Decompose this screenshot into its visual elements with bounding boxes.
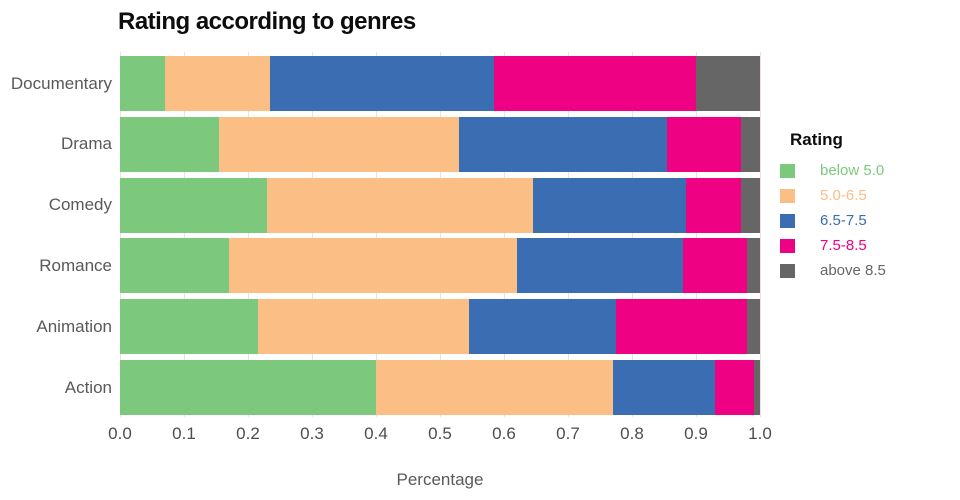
gridline <box>248 52 249 417</box>
bar-segment <box>468 299 616 355</box>
bar-segment <box>120 238 229 294</box>
y-axis-label: Action <box>64 377 112 397</box>
gridline <box>696 52 697 417</box>
x-axis-title: Percentage <box>396 470 484 489</box>
gridline <box>120 52 121 417</box>
legend-item: above 8.5 <box>780 258 955 283</box>
y-axis-label: Documentary <box>10 73 112 93</box>
bar-segment <box>753 360 760 415</box>
x-tick-label: 1.0 <box>748 424 772 443</box>
bar-segment <box>270 56 495 111</box>
gridline <box>760 52 761 417</box>
gridline <box>312 52 313 417</box>
bar-row <box>120 116 760 172</box>
bar-segment <box>376 360 613 415</box>
y-axis-label: Animation <box>36 316 112 336</box>
bar-segment <box>219 116 460 172</box>
bar-segment <box>740 177 760 233</box>
gridline <box>632 52 633 417</box>
legend-items: below 5.0 5.0-6.5 6.5-7.5 7.5-8.5 above 8.5 <box>780 158 955 283</box>
bar-row <box>120 56 760 111</box>
legend-title: Rating <box>790 130 843 149</box>
x-tick-label: 0.0 <box>108 424 132 443</box>
bar-row <box>120 299 760 355</box>
bar-segment <box>120 177 268 233</box>
gridline <box>184 52 185 417</box>
bar-segment <box>164 56 271 111</box>
legend-label: 5.0-6.5 <box>820 187 867 204</box>
bar-segment <box>615 299 748 355</box>
x-tick-label: 0.7 <box>556 424 580 443</box>
bar-segment <box>715 360 754 415</box>
bar-segment <box>667 116 741 172</box>
legend-label: below 5.0 <box>820 162 885 179</box>
bar-segment <box>267 177 533 233</box>
legend-swatch <box>780 213 795 228</box>
bar-segment <box>532 177 687 233</box>
y-axis-label: Comedy <box>48 195 112 215</box>
bar-segment <box>459 116 668 172</box>
bar-segment <box>120 116 220 172</box>
bar-segment <box>257 299 469 355</box>
bar-segment <box>695 56 760 111</box>
legend-swatch <box>780 188 795 203</box>
gridline <box>440 52 441 417</box>
y-axis-label: Romance <box>39 255 112 275</box>
y-axis-label: Drama <box>60 134 112 154</box>
bar-segment <box>120 360 376 415</box>
bar-segment <box>494 56 696 111</box>
x-tick-label: 0.9 <box>684 424 708 443</box>
legend-label: 7.5-8.5 <box>820 237 867 254</box>
legend-swatch <box>780 238 795 253</box>
bar-row <box>120 360 760 415</box>
bar-row <box>120 177 760 233</box>
bar-segment <box>686 177 741 233</box>
legend: Rating below 5.0 5.0-6.5 6.5-7.5 7.5-8.5 abo… <box>780 130 955 283</box>
legend-item: 7.5-8.5 <box>780 233 955 258</box>
legend-item: 6.5-7.5 <box>780 208 955 233</box>
legend-item: below 5.0 <box>780 158 955 183</box>
x-tick-label: 0.1 <box>172 424 196 443</box>
x-tick-label: 0.4 <box>364 424 388 443</box>
bar-segment <box>120 56 165 111</box>
gridline <box>504 52 505 417</box>
legend-item: 5.0-6.5 <box>780 183 955 208</box>
bar-segment <box>747 238 760 294</box>
bar-segment <box>228 238 517 294</box>
x-tick-label: 0.2 <box>236 424 260 443</box>
legend-swatch <box>780 163 795 178</box>
bar-segment <box>612 360 716 415</box>
x-tick-label: 0.5 <box>428 424 452 443</box>
chart-title: Rating according to genres <box>118 8 416 35</box>
x-tick-label: 0.8 <box>620 424 644 443</box>
gridline <box>568 52 569 417</box>
legend-label: 6.5-7.5 <box>820 212 867 229</box>
legend-swatch <box>780 263 795 278</box>
x-tick-label: 0.6 <box>492 424 516 443</box>
gridline <box>376 52 377 417</box>
bar-row <box>120 238 760 294</box>
legend-label: above 8.5 <box>820 262 886 279</box>
bar-segment <box>740 116 760 172</box>
x-tick-label: 0.3 <box>300 424 324 443</box>
bar-segment <box>747 299 760 355</box>
bar-segment <box>516 238 684 294</box>
bar-segment <box>120 299 258 355</box>
bar-segment <box>683 238 748 294</box>
